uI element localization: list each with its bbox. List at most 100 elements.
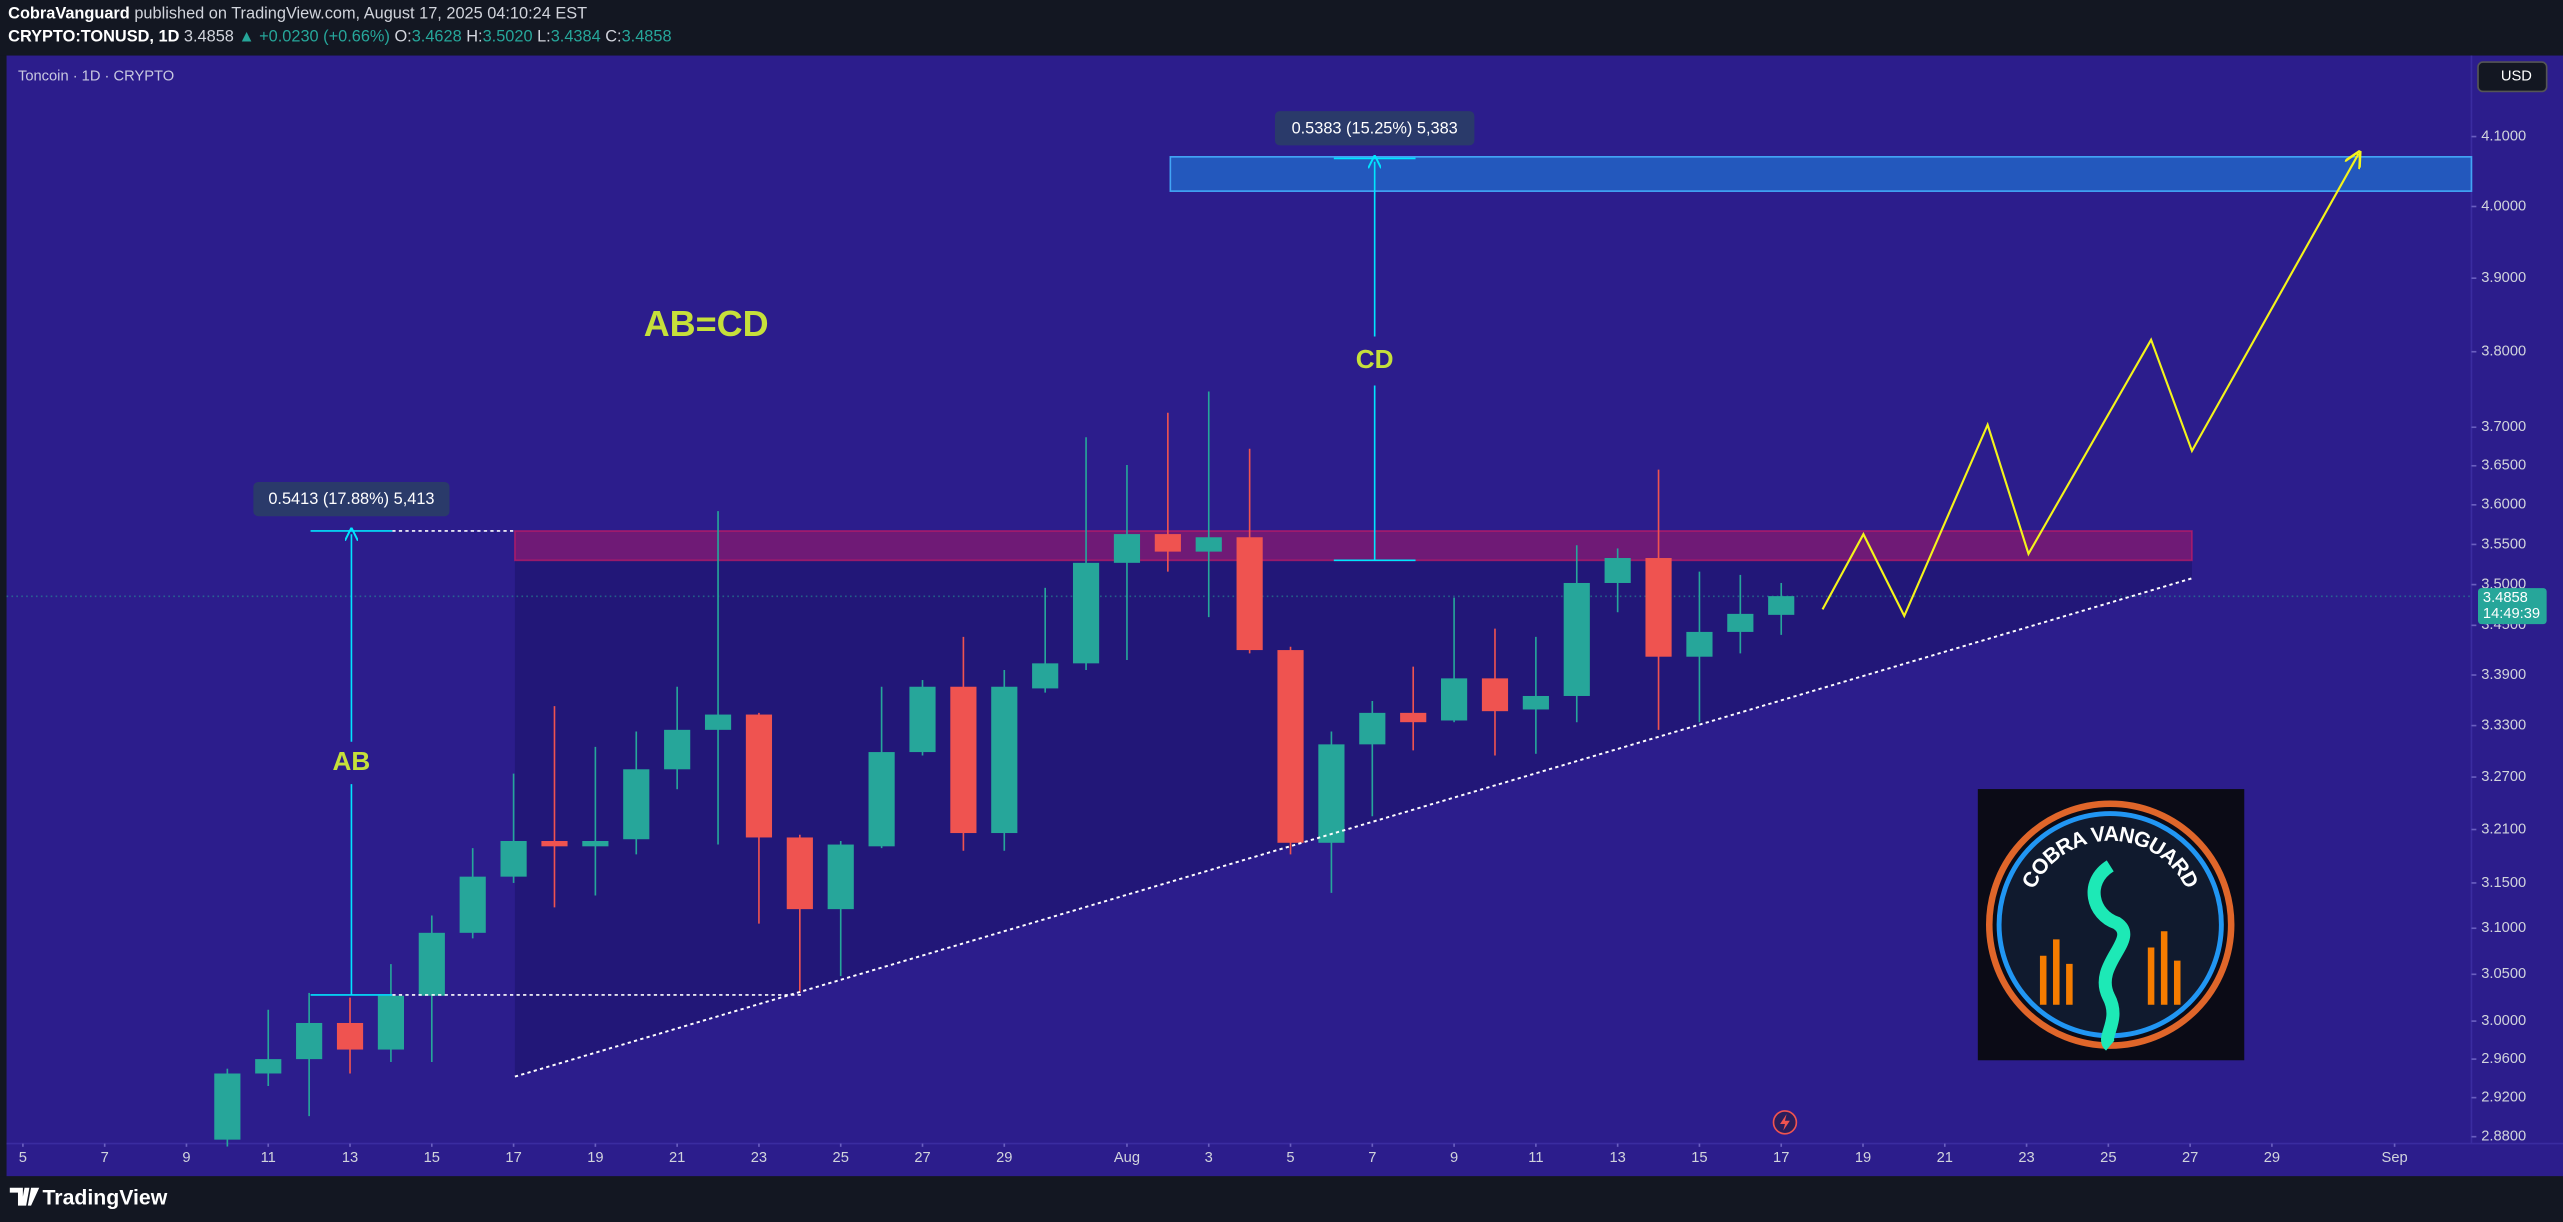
chart-title: Toncoin · 1D · CRYPTO [18,69,174,85]
candle-body [1604,558,1631,583]
change: ▲ +0.0230 (+0.66%) [238,28,389,46]
x-tick-label: 25 [833,1150,849,1166]
y-tick-label: 4.0000 [2481,198,2526,214]
last-price-box [2478,588,2547,625]
x-tick-label: 23 [2018,1150,2034,1166]
candle-body [623,769,650,840]
y-tick-label: 3.6500 [2481,458,2526,474]
footer-brand: TradingView [42,1186,167,1210]
candle-body [1277,650,1304,843]
candle-body [664,729,691,770]
cd-label: CD [1356,344,1394,374]
candle-body [459,876,486,933]
candle-body [1563,582,1590,696]
y-tick-label: 3.1500 [2481,875,2526,891]
candle-body [1645,558,1672,657]
candle-body [950,686,977,834]
candle-body [1195,537,1222,552]
candle-body [1032,663,1059,689]
footer-icon [9,1187,40,1206]
y-tick-label: 2.9600 [2481,1051,2526,1067]
pattern-label: AB=CD [644,303,769,344]
y-tick-label: 3.0500 [2481,966,2526,982]
x-tick-label: 27 [914,1150,930,1166]
footer-bg [0,1176,2563,1222]
candle-body [296,1022,323,1060]
x-tick-label: 27 [2182,1150,2198,1166]
axes: 2.8800 2.9200 2.9600 3.0000 3.0500 3.1000 3.15… [19,128,2526,1166]
last-price: 3.4858 [2483,590,2528,606]
x-tick-label: 29 [2264,1150,2280,1166]
candle-body [786,837,813,910]
x-tick-label: 11 [261,1150,276,1166]
ohlc-l-k: L: [537,28,551,46]
ohlc-h-k: H: [466,28,482,46]
candle-body [1154,534,1181,552]
candle-body [1441,678,1468,721]
y-tick-label: 3.0000 [2481,1013,2526,1029]
x-tick-label: 25 [2100,1150,2116,1166]
candle-body [1522,695,1549,710]
candle-body [1768,596,1795,615]
candle-body [1400,712,1427,723]
candle-body [582,841,609,847]
y-tick-label: 3.6000 [2481,497,2526,513]
x-tick-label: 5 [19,1150,27,1166]
y-tick-label: 3.2700 [2481,769,2526,785]
range-ab-box [253,481,450,517]
range-ab: 0.5413 (17.88%) 5,413 [268,490,434,508]
x-tick-label: 17 [505,1150,521,1166]
x-tick-label: 15 [424,1150,440,1166]
symbol-line: CRYPTO:TONUSD, 1D 3.4858 ▲ +0.0230 (+0.6… [8,28,671,46]
header-bg [0,0,2563,56]
candle-body [868,752,895,847]
x-tick-label: 13 [1609,1150,1625,1166]
price: 3.4858 [184,28,234,46]
y-tick-label: 3.7000 [2481,419,2526,435]
range-cd-box [1274,111,1475,146]
logo-cobra [2087,860,2131,1051]
candle-body [418,932,445,996]
candle-body [1072,562,1100,664]
y-tick-label: 3.1000 [2481,920,2526,936]
candle-body [377,995,405,1050]
candle-body [1481,678,1509,712]
candle-body [827,844,854,910]
candle-body [909,686,936,753]
candle-body [1686,631,1713,657]
ohlc-c-k: C: [605,28,621,46]
currency-box[interactable] [2477,61,2548,93]
candle-body [336,1022,364,1050]
x-tick-label: Aug [1114,1150,1140,1166]
ohlc-l-v: 3.4384 [551,28,601,46]
candle-body [1359,712,1386,745]
x-tick-label: Sep [2382,1150,2408,1166]
x-tick-label: 7 [1368,1150,1376,1166]
candle-body [1236,537,1263,651]
candle-body [541,841,568,847]
x-tick-label: 13 [342,1150,358,1166]
candle-body [1113,534,1141,563]
x-tick-label: 9 [1450,1150,1458,1166]
x-tick-label: 15 [1691,1150,1707,1166]
candle-body [214,1073,241,1140]
candle-body [1727,613,1754,632]
author: CobraVanguard [8,5,130,23]
ohlc-c-v: 3.4858 [622,28,672,46]
y-tick-label: 3.2100 [2481,821,2526,837]
x-tick-label: 9 [182,1150,190,1166]
x-tick-label: 17 [1773,1150,1789,1166]
currency: USD [2501,69,2532,85]
candle-body [745,714,773,838]
ohlc-o-k: O: [394,28,411,46]
x-tick-label: 21 [669,1150,685,1166]
projection-path [1821,154,2359,619]
y-tick-label: 3.9000 [2481,270,2526,286]
y-tick-label: 4.1000 [2481,128,2526,144]
logo: COBRA VANGUARD [1977,789,2245,1061]
range-cd: 0.5383 (15.25%) 5,383 [1292,119,1458,137]
y-tick-label: 3.5500 [2481,536,2526,552]
y-tick-label: 2.9200 [2481,1090,2526,1106]
